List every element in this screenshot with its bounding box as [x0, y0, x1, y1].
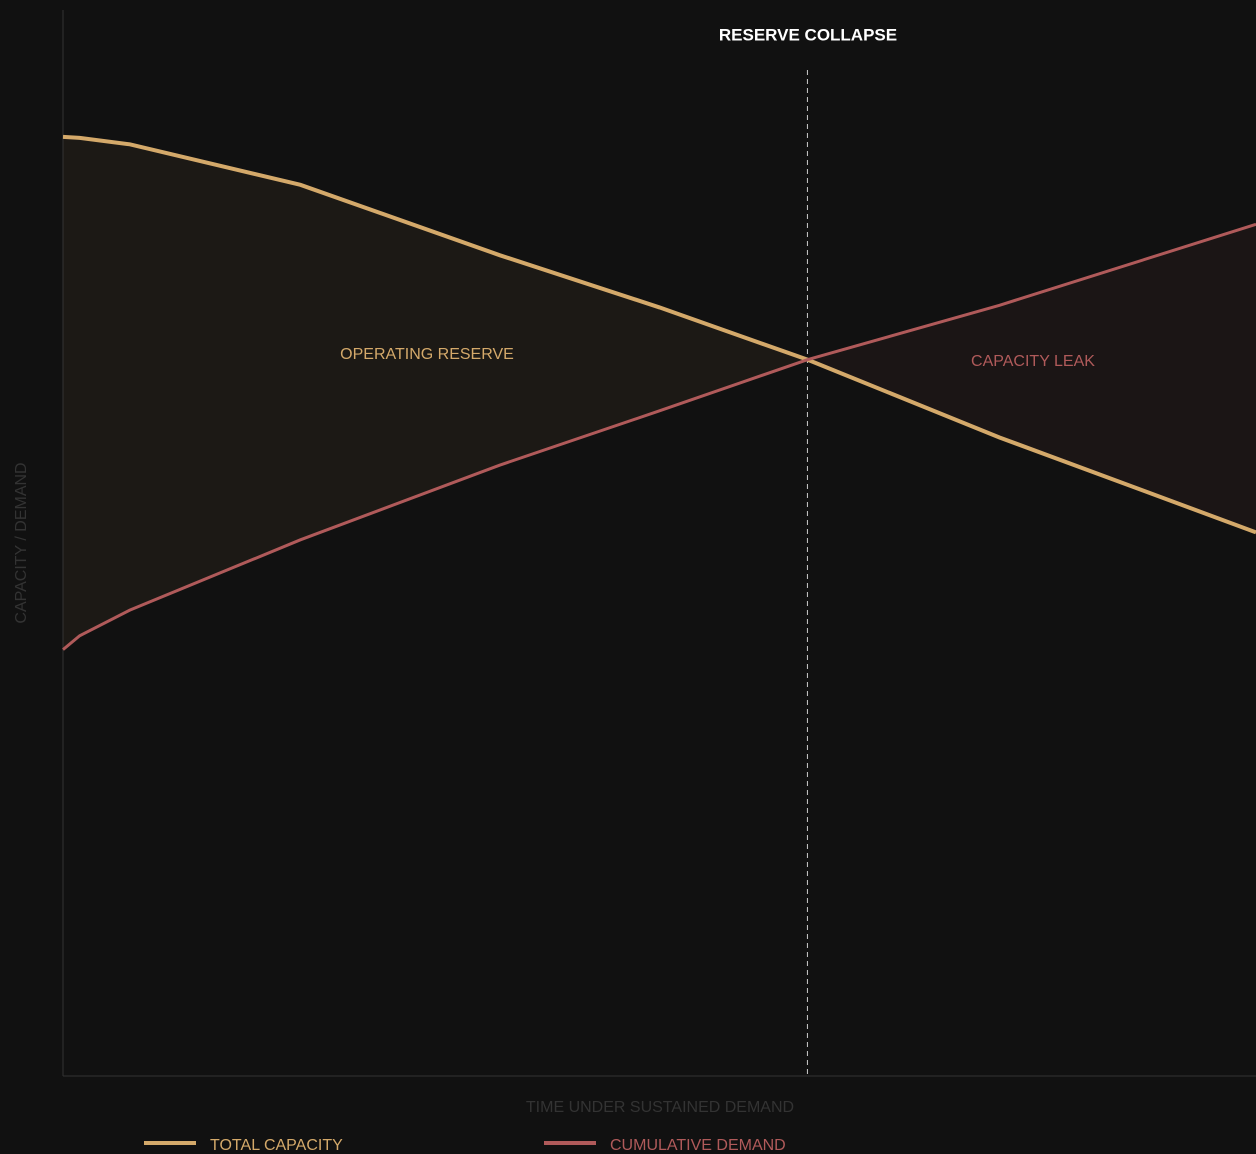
leak-area: [807, 224, 1256, 533]
reserve-area: [63, 136, 808, 650]
areas: [63, 136, 1256, 650]
annotation: CAPACITY LEAK: [971, 353, 1095, 370]
series-line: [62, 134, 1256, 535]
legend-label: CUMULATIVE DEMAND: [610, 1137, 786, 1154]
series-line: [62, 222, 1256, 651]
chart-title: RESERVE COLLAPSE: [719, 25, 897, 44]
y-axis-title: CAPACITY / DEMAND: [13, 462, 30, 623]
annotation: OPERATING RESERVE: [340, 346, 514, 363]
legend-label: TOTAL CAPACITY: [210, 1137, 343, 1154]
x-axis-title: TIME UNDER SUSTAINED DEMAND: [526, 1099, 794, 1116]
